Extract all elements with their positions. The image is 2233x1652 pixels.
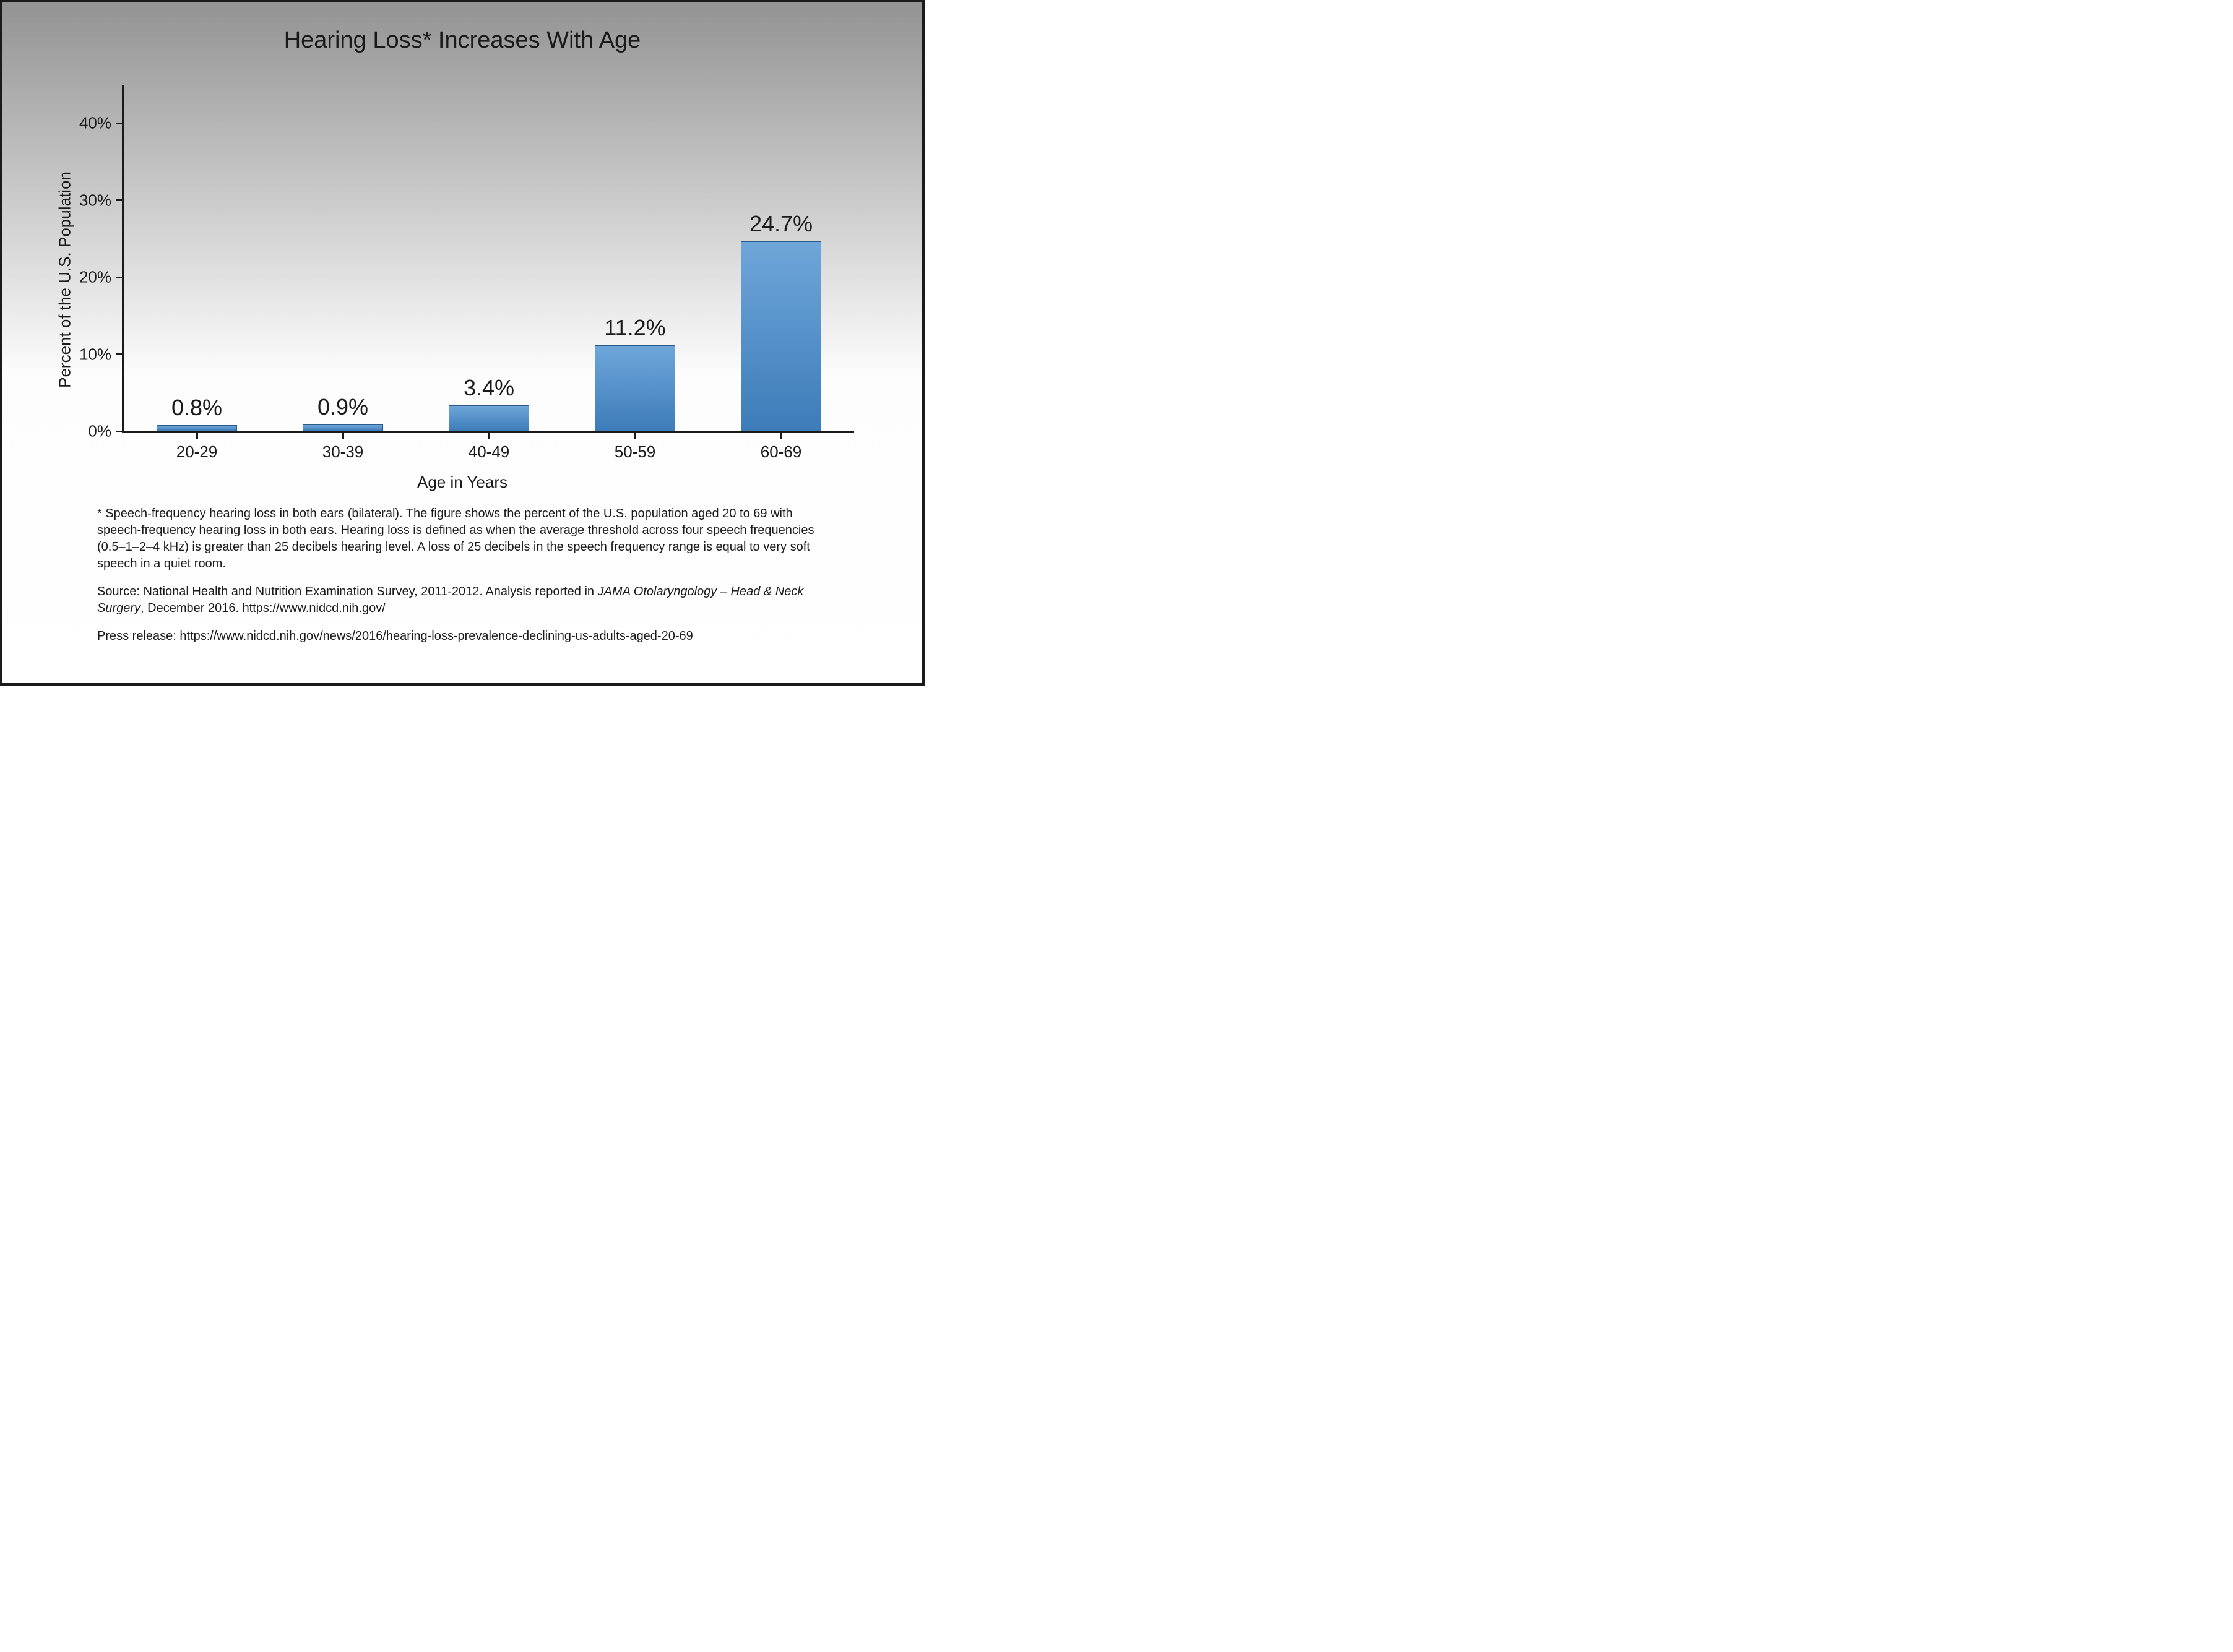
y-tick-label: 10%	[79, 345, 124, 364]
bar: 11.2%	[595, 345, 675, 431]
bar: 24.7%	[741, 241, 821, 431]
y-axis-title: Percent of the U.S. Population	[56, 171, 75, 388]
x-tick-label: 30-39	[322, 431, 364, 462]
x-tick-label: 50-59	[615, 431, 656, 462]
bar: 0.9%	[303, 424, 383, 431]
y-tick-label: 40%	[79, 114, 124, 133]
bar-value-label: 24.7%	[749, 211, 813, 242]
x-tick-label: 40-49	[469, 431, 510, 462]
bar-value-label: 0.9%	[317, 394, 368, 425]
source-prefix: Source: National Health and Nutrition Ex…	[97, 585, 598, 598]
x-tick-label: 60-69	[761, 431, 802, 462]
y-tick-label: 0%	[88, 422, 124, 441]
y-tick-label: 30%	[79, 191, 124, 210]
x-tick-label: 20-29	[176, 431, 218, 462]
source-suffix: , December 2016. https://www.nidcd.nih.g…	[140, 601, 386, 615]
bar-value-label: 3.4%	[464, 375, 514, 406]
bar: 0.8%	[157, 425, 237, 431]
bar: 3.4%	[449, 405, 529, 431]
bar-value-label: 11.2%	[604, 315, 665, 346]
plot-area: 0%10%20%30%40%0.8%20-290.9%30-393.4%40-4…	[122, 85, 854, 433]
chart-container: Percent of the U.S. Population 0%10%20%3…	[48, 72, 877, 487]
footnote-press-release: Press release: https://www.nidcd.nih.gov…	[97, 628, 827, 645]
x-axis-title: Age in Years	[417, 473, 508, 492]
footnotes: * Speech-frequency hearing loss in both …	[97, 505, 827, 645]
chart-title: Hearing Loss* Increases With Age	[33, 27, 891, 54]
chart-frame: Hearing Loss* Increases With Age Percent…	[0, 0, 925, 686]
bar-value-label: 0.8%	[171, 395, 222, 426]
footnote-definition: * Speech-frequency hearing loss in both …	[97, 505, 827, 572]
footnote-source: Source: National Health and Nutrition Ex…	[97, 583, 827, 617]
y-tick-label: 20%	[79, 268, 124, 287]
